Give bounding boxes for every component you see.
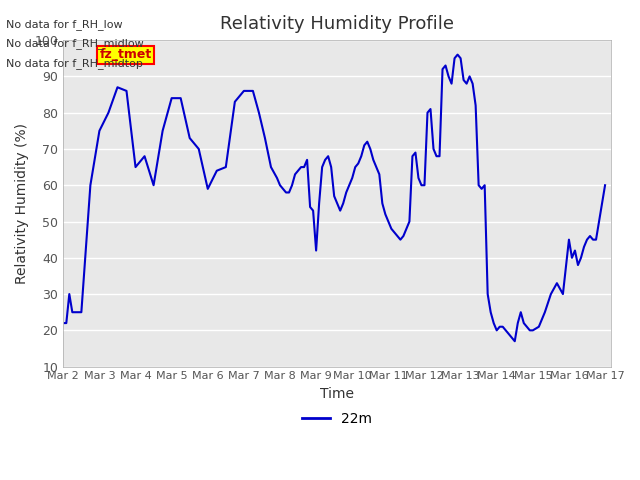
Title: Relativity Humidity Profile: Relativity Humidity Profile [220, 15, 454, 33]
Y-axis label: Relativity Humidity (%): Relativity Humidity (%) [15, 123, 29, 284]
Text: No data for f_RH_midtop: No data for f_RH_midtop [6, 58, 143, 69]
Legend: 22m: 22m [297, 407, 378, 432]
X-axis label: Time: Time [320, 387, 354, 401]
Text: fz_tmet: fz_tmet [99, 48, 152, 61]
Text: No data for f_RH_midlow: No data for f_RH_midlow [6, 38, 144, 49]
Text: No data for f_RH_low: No data for f_RH_low [6, 19, 123, 30]
